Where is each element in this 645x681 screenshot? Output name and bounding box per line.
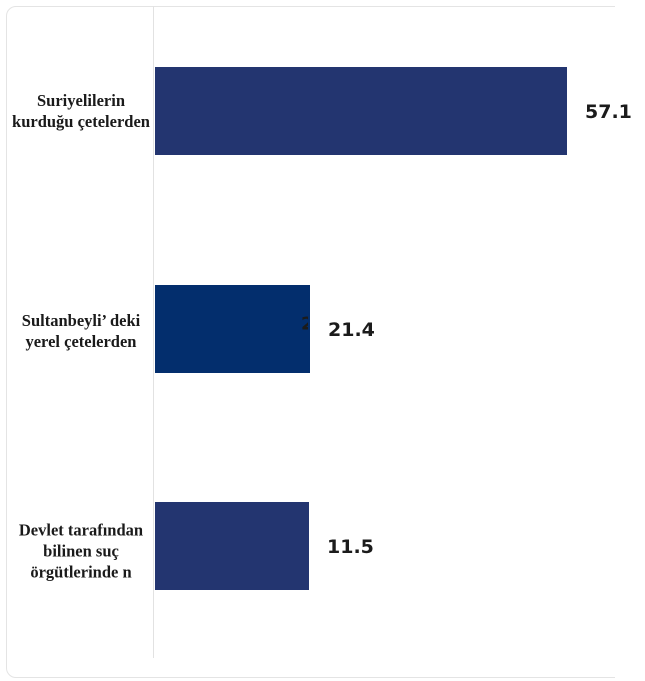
category-label: Suriyelilerin kurduğu çetelerden [12, 91, 150, 131]
bar [155, 67, 567, 155]
category-label: Sultanbeyli’ deki yerel çetelerden [21, 311, 141, 351]
bar [155, 502, 309, 590]
value-label: 21.4 [328, 319, 375, 341]
category-label: Devlet tarafından bilinen suç örgütlerin… [18, 520, 144, 582]
right-crop-edge [615, 0, 645, 681]
clipped-inner-value-label: 2 [301, 313, 308, 335]
value-label: 57.1 [585, 101, 632, 123]
category-axis-line [153, 6, 154, 658]
value-label: 11.5 [327, 536, 374, 558]
bar [155, 285, 310, 373]
